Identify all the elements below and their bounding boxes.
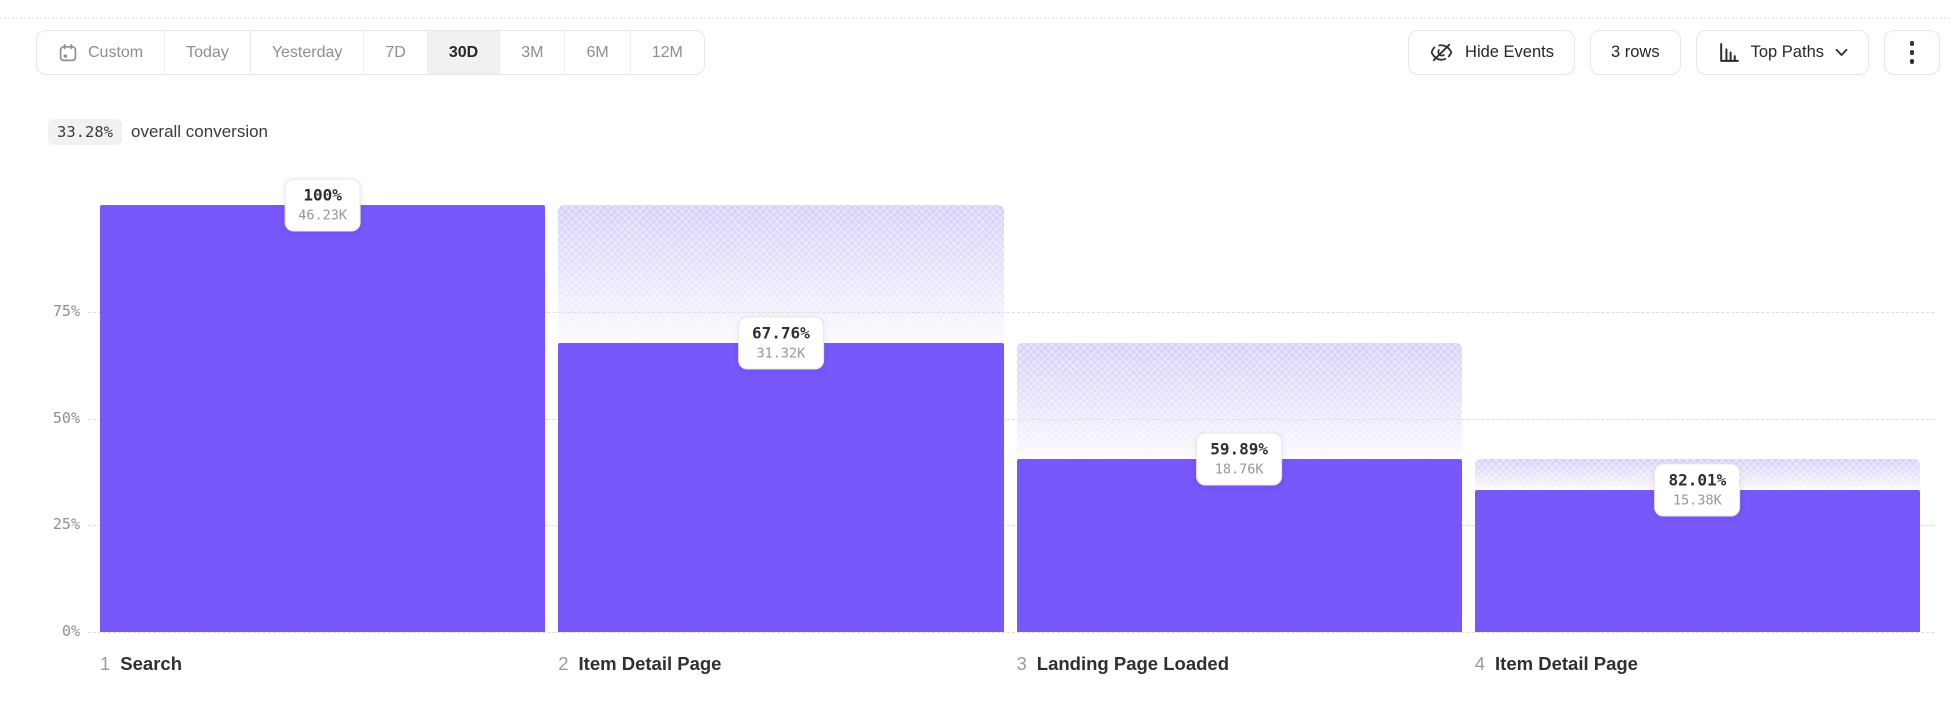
step-label-4[interactable]: 4 Item Detail Page xyxy=(1475,653,1920,675)
conversion-tooltip: 100% 46.23K xyxy=(284,178,362,232)
y-axis-tick-label: 25% xyxy=(52,515,80,534)
funnel-step-column-1[interactable]: 100% 46.23K xyxy=(100,178,546,632)
y-axis-tick-label: 0% xyxy=(61,622,80,640)
gridline-25 xyxy=(88,525,1934,527)
date-range-today[interactable]: Today xyxy=(164,31,250,74)
tooltip-conversion-pct: 67.76% xyxy=(751,323,810,343)
date-range-label: Custom xyxy=(88,43,144,61)
hide-events-label: Hide Events xyxy=(1465,43,1554,61)
overall-conversion-label: overall conversion xyxy=(131,122,269,141)
date-range-3m[interactable]: 3M xyxy=(499,31,564,74)
step-labels-row: 1 Search 2 Item Detail Page 3 Landing Page Lo… xyxy=(100,653,1920,675)
gridline-50 xyxy=(88,418,1934,420)
date-range-12m[interactable]: 12M xyxy=(629,31,704,74)
toolbar: Custom Today Yesterday 7D 30D 3M 6M 12M Hide Ev… xyxy=(36,30,1940,75)
conversion-tooltip: 59.89% 18.76K xyxy=(1196,432,1283,486)
step-number: 2 xyxy=(558,653,569,674)
chevron-down-icon xyxy=(1835,48,1848,57)
date-range-yesterday[interactable]: Yesterday xyxy=(249,31,364,74)
gridline-0 xyxy=(88,632,1934,633)
overall-conversion-value: 33.28% xyxy=(48,119,122,145)
date-range-control: Custom Today Yesterday 7D 30D 3M 6M 12M xyxy=(36,30,705,75)
tooltip-conversion-pct: 82.01% xyxy=(1668,470,1727,490)
step-name: Item Detail Page xyxy=(578,653,722,674)
section-divider xyxy=(0,17,1950,19)
funnel-chart-plot: 100% 46.23K 67.76% 31.32K 59.89% 18.76K 82.01%… xyxy=(88,178,1934,633)
rows-button[interactable]: 3 rows xyxy=(1590,30,1681,75)
funnel-bar[interactable] xyxy=(1016,458,1462,632)
step-label-3[interactable]: 3 Landing Page Loaded xyxy=(1017,653,1462,675)
conversion-tooltip: 67.76% 31.32K xyxy=(737,316,824,370)
date-range-6m[interactable]: 6M xyxy=(564,31,629,74)
step-number: 1 xyxy=(100,653,111,674)
step-name: Item Detail Page xyxy=(1495,653,1638,674)
y-axis-tick-label: 50% xyxy=(52,408,80,427)
gridline-75 xyxy=(88,311,1934,313)
kebab-vertical-icon xyxy=(1909,41,1915,64)
eye-off-icon xyxy=(1429,40,1454,65)
tooltip-conversion-pct: 59.89% xyxy=(1210,439,1269,459)
funnel-columns: 100% 46.23K 67.76% 31.32K 59.89% 18.76K 82.01%… xyxy=(100,178,1920,632)
more-options-button[interactable] xyxy=(1884,30,1940,75)
funnel-bar[interactable] xyxy=(100,205,546,632)
rows-label: 3 rows xyxy=(1611,43,1660,61)
overall-conversion-summary: 33.28% overall conversion xyxy=(48,119,268,145)
step-number: 4 xyxy=(1474,653,1486,674)
conversion-tooltip: 82.01% 15.38K xyxy=(1654,463,1741,517)
tooltip-count: 46.23K xyxy=(298,207,348,224)
top-paths-button[interactable]: Top Paths xyxy=(1695,30,1869,75)
y-axis-tick-label: 75% xyxy=(52,301,80,320)
funnel-step-column-3[interactable]: 59.89% 18.76K xyxy=(1016,205,1462,632)
date-range-label: 30D xyxy=(448,43,479,61)
step-name: Search xyxy=(120,653,183,674)
tooltip-count: 18.76K xyxy=(1214,461,1264,478)
date-range-label: Today xyxy=(186,43,229,61)
tooltip-count: 15.38K xyxy=(1672,492,1722,509)
date-range-label: Yesterday xyxy=(271,43,343,61)
top-paths-label: Top Paths xyxy=(1750,43,1824,61)
step-name: Landing Page Loaded xyxy=(1036,653,1230,674)
toolbar-actions: Hide Events 3 rows Top Paths xyxy=(1408,30,1940,75)
date-range-custom[interactable]: Custom xyxy=(37,31,164,74)
date-range-label: 7D xyxy=(385,43,406,61)
tooltip-count: 31.32K xyxy=(756,344,806,361)
funnel-step-column-4[interactable]: 82.01% 15.38K xyxy=(1474,205,1920,632)
step-label-1[interactable]: 1 Search xyxy=(100,653,545,675)
step-number: 3 xyxy=(1016,653,1027,674)
step-label-2[interactable]: 2 Item Detail Page xyxy=(558,653,1003,675)
bar-chart-icon xyxy=(1717,41,1740,64)
tooltip-conversion-pct: 100% xyxy=(303,185,342,205)
calendar-icon xyxy=(58,43,78,63)
date-range-label: 6M xyxy=(586,43,609,61)
date-range-label: 12M xyxy=(651,43,683,61)
funnel-bar[interactable] xyxy=(558,342,1004,632)
hide-events-button[interactable]: Hide Events xyxy=(1408,30,1575,75)
date-range-30d[interactable]: 30D xyxy=(426,31,500,74)
date-range-7d[interactable]: 7D xyxy=(363,31,426,74)
funnel-step-column-2[interactable]: 67.76% 31.32K xyxy=(558,205,1004,632)
date-range-label: 3M xyxy=(521,43,544,61)
